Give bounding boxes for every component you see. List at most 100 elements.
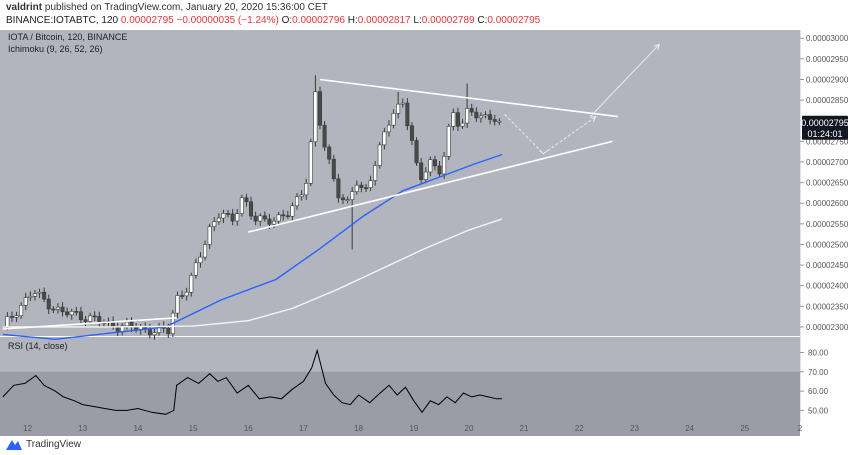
chart-area[interactable]: 0.00003000 0.00002950 0.00002900 0.00002850…: [0, 30, 850, 450]
candle-body: [180, 295, 185, 297]
low-value: 0.00002789: [421, 15, 475, 26]
tradingview-logo[interactable]: TradingView: [6, 438, 81, 450]
candle-body: [28, 295, 33, 298]
candle-body: [497, 120, 502, 123]
candle-body: [474, 111, 479, 119]
price-tick-label: 0.00002450: [806, 261, 849, 270]
projection-pivot: [539, 150, 548, 155]
candle-body: [308, 141, 313, 184]
candle-body: [9, 316, 14, 318]
candle-body: [184, 291, 189, 297]
rsi-tick-label: 60.00: [808, 387, 829, 396]
arrowhead: [589, 116, 597, 123]
candle-body: [152, 332, 157, 336]
time-scale[interactable]: 12 13 14 15 16 17 18 19 20 21 22 23 24 25 2: [23, 424, 803, 433]
candle-body: [92, 315, 97, 318]
ichimoku-legend[interactable]: Ichimoku (9, 26, 52, 26): [8, 44, 103, 54]
candle-body: [488, 114, 493, 120]
price-pane[interactable]: [0, 30, 800, 336]
candle-body: [78, 311, 83, 321]
time-tick-label: 22: [575, 424, 584, 433]
candles: [5, 75, 502, 340]
candle-body: [258, 215, 263, 222]
price-tick-label: 0.00002950: [806, 55, 849, 64]
time-tick-label: 2: [798, 424, 803, 433]
candle-body: [55, 306, 60, 310]
candle-body: [396, 103, 401, 114]
candle-body: [166, 327, 171, 334]
candle-body: [115, 326, 120, 332]
candle-body: [359, 184, 364, 188]
countdown-label: 01:24:01: [807, 129, 842, 139]
candle-body: [299, 194, 304, 198]
rsi-scale[interactable]: 80.00 70.00 60.00 50.00: [800, 348, 829, 415]
candle-body: [51, 308, 56, 311]
candle-body: [281, 214, 286, 217]
rsi-legend[interactable]: RSI (14, close): [8, 341, 68, 351]
time-tick-label: 14: [133, 424, 142, 433]
candle-body: [272, 220, 277, 225]
candle-body: [442, 156, 447, 175]
candle-body: [46, 298, 51, 310]
time-tick-label: 15: [189, 424, 198, 433]
candle-body: [428, 159, 433, 173]
projection-path-2[interactable]: [589, 44, 660, 117]
price-scale[interactable]: 0.00003000 0.00002950 0.00002900 0.00002850…: [800, 34, 849, 332]
candle-body: [285, 215, 290, 218]
candle-body: [419, 162, 424, 181]
price-change: −0.00000035 (−1.24%): [176, 15, 279, 26]
time-tick-label: 19: [409, 424, 418, 433]
trendlines[interactable]: [2, 78, 619, 330]
candle-body: [19, 304, 24, 317]
candle-body: [267, 218, 272, 225]
candle-body: [451, 112, 456, 127]
price-tick-label: 0.00002900: [806, 75, 849, 84]
candle-body: [423, 171, 428, 181]
candle-body: [340, 197, 345, 201]
high-value: 0.00002817: [357, 15, 411, 26]
time-tick-label: 17: [299, 424, 308, 433]
candle-body: [230, 213, 235, 222]
candle-body: [331, 158, 336, 180]
candle-body: [483, 114, 488, 117]
candle-body: [409, 125, 414, 141]
trendline-1[interactable]: [319, 78, 619, 118]
candle-body: [460, 122, 465, 127]
candle-body: [386, 124, 391, 133]
candle-body: [354, 184, 359, 192]
projection-arrows[interactable]: [504, 43, 661, 155]
trendline-3[interactable]: [2, 317, 177, 330]
symbol-label: BINANCE:IOTABTC, 120: [6, 15, 119, 26]
candle-body: [203, 244, 208, 258]
current-price-label: 0.00002795: [801, 118, 849, 128]
candle-body: [350, 191, 355, 201]
candle-body: [400, 102, 405, 105]
last-price: 0.00002795: [120, 15, 174, 26]
publish-line: valdrint published on TradingView.com, J…: [6, 2, 328, 13]
candle-body: [432, 159, 437, 167]
trendline-2[interactable]: [248, 140, 613, 233]
candle-body: [276, 214, 281, 222]
price-tick-label: 0.00003000: [806, 34, 849, 43]
candle-body: [60, 306, 65, 313]
candle-body: [74, 311, 79, 313]
candle-body: [382, 131, 387, 146]
candle-body: [253, 215, 258, 222]
candle-body: [327, 146, 332, 160]
candle-body: [465, 108, 470, 124]
time-tick-label: 21: [520, 424, 529, 433]
candle-body: [345, 199, 350, 202]
candle-body: [437, 165, 442, 175]
author-name[interactable]: valdrint: [6, 2, 43, 13]
rsi-tick-label: 50.00: [808, 406, 829, 415]
candle-body: [97, 316, 102, 323]
pair-legend[interactable]: IOTA / Bitcoin, 120, BINANCE: [8, 32, 127, 42]
candle-body: [318, 91, 322, 126]
chart-canvas[interactable]: 0.00003000 0.00002950 0.00002900 0.00002850…: [0, 30, 850, 450]
candle-body: [14, 315, 19, 318]
blue-moving-average: [2, 153, 503, 341]
candle-body: [5, 316, 10, 328]
time-tick-label: 24: [685, 424, 694, 433]
candle-body: [368, 180, 373, 188]
candle-body: [363, 187, 368, 189]
